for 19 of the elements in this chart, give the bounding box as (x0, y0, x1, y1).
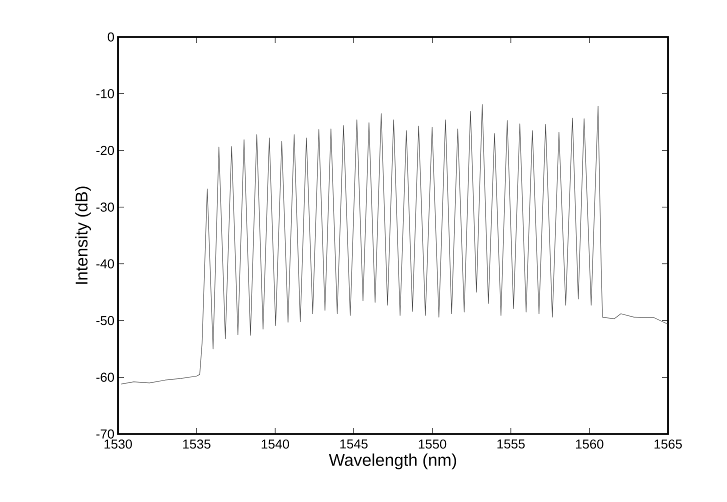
y-tick-label: -60 (96, 372, 114, 382)
x-tick-label: 1550 (418, 440, 446, 449)
line-series (120, 104, 668, 384)
y-tick-label: -10 (96, 89, 114, 98)
y-tick-label: -30 (96, 202, 114, 212)
y-tick-label: -50 (96, 316, 114, 326)
y-tick-label: -20 (96, 146, 114, 155)
x-tick-label: 1555 (497, 440, 525, 449)
x-tick-label: 1560 (576, 440, 604, 449)
y-tick-label: 0 (108, 32, 114, 42)
x-tick-label: 1530 (104, 440, 132, 449)
x-tick-label: 1545 (340, 440, 368, 449)
x-tick-label: 1565 (654, 440, 682, 449)
y-tick-label: -70 (96, 429, 114, 439)
x-axis-title: Wavelength (nm) (328, 454, 456, 470)
x-tick-label: 1540 (262, 440, 290, 449)
y-tick-label: -40 (96, 259, 114, 268)
x-tick-label: 1535 (183, 440, 210, 449)
y-axis-title: Intensity (dB) (75, 186, 91, 284)
